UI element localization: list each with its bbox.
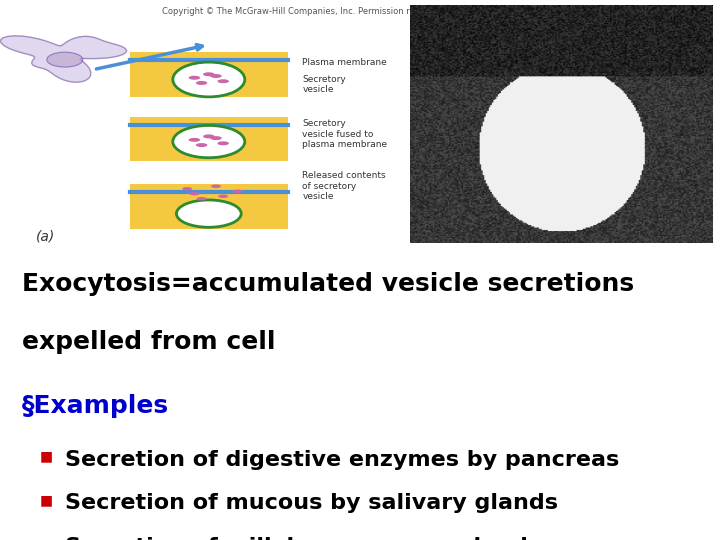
Ellipse shape	[176, 200, 241, 227]
Text: Secretion of milk by mammary glands: Secretion of milk by mammary glands	[65, 537, 541, 540]
Ellipse shape	[173, 125, 245, 158]
Text: Secretory
vesicle: Secretory vesicle	[302, 75, 346, 94]
FancyBboxPatch shape	[130, 52, 288, 97]
Circle shape	[233, 190, 243, 193]
Circle shape	[210, 74, 222, 78]
FancyBboxPatch shape	[130, 184, 288, 228]
Circle shape	[189, 192, 199, 195]
Circle shape	[203, 72, 215, 76]
Circle shape	[217, 141, 229, 145]
Circle shape	[189, 76, 200, 80]
Circle shape	[211, 185, 221, 188]
Text: ■: ■	[40, 450, 53, 464]
Text: §Examples: §Examples	[22, 394, 168, 418]
Circle shape	[217, 79, 229, 83]
Text: ■: ■	[40, 494, 53, 508]
Polygon shape	[1, 36, 127, 82]
Circle shape	[189, 138, 200, 142]
Circle shape	[196, 81, 207, 85]
Text: TEM 16,000x: TEM 16,000x	[656, 230, 706, 239]
Ellipse shape	[47, 52, 83, 67]
Circle shape	[197, 197, 207, 200]
Circle shape	[218, 194, 228, 198]
Circle shape	[210, 136, 222, 140]
Text: Plasma membrane: Plasma membrane	[302, 58, 387, 66]
Text: Secretory
vesicle fused to
plasma membrane: Secretory vesicle fused to plasma membra…	[302, 119, 387, 149]
Text: Secretion of digestive enzymes by pancreas: Secretion of digestive enzymes by pancre…	[65, 450, 619, 470]
Circle shape	[203, 134, 215, 138]
Text: expelled from cell: expelled from cell	[22, 330, 275, 354]
Text: (a): (a)	[36, 230, 55, 244]
Text: Secretion of mucous by salivary glands: Secretion of mucous by salivary glands	[65, 494, 558, 514]
Text: Copyright © The McGraw-Hill Companies, Inc. Permission required for reproduction: Copyright © The McGraw-Hill Companies, I…	[162, 8, 558, 16]
Circle shape	[182, 187, 192, 191]
Text: (b): (b)	[425, 230, 444, 244]
FancyBboxPatch shape	[130, 117, 288, 161]
Text: Exocytosis=accumulated vesicle secretions: Exocytosis=accumulated vesicle secretion…	[22, 272, 634, 296]
Text: Released contents
of secretory
vesicle: Released contents of secretory vesicle	[302, 171, 386, 201]
Circle shape	[196, 143, 207, 147]
Ellipse shape	[173, 62, 245, 97]
Text: ■: ■	[40, 537, 53, 540]
